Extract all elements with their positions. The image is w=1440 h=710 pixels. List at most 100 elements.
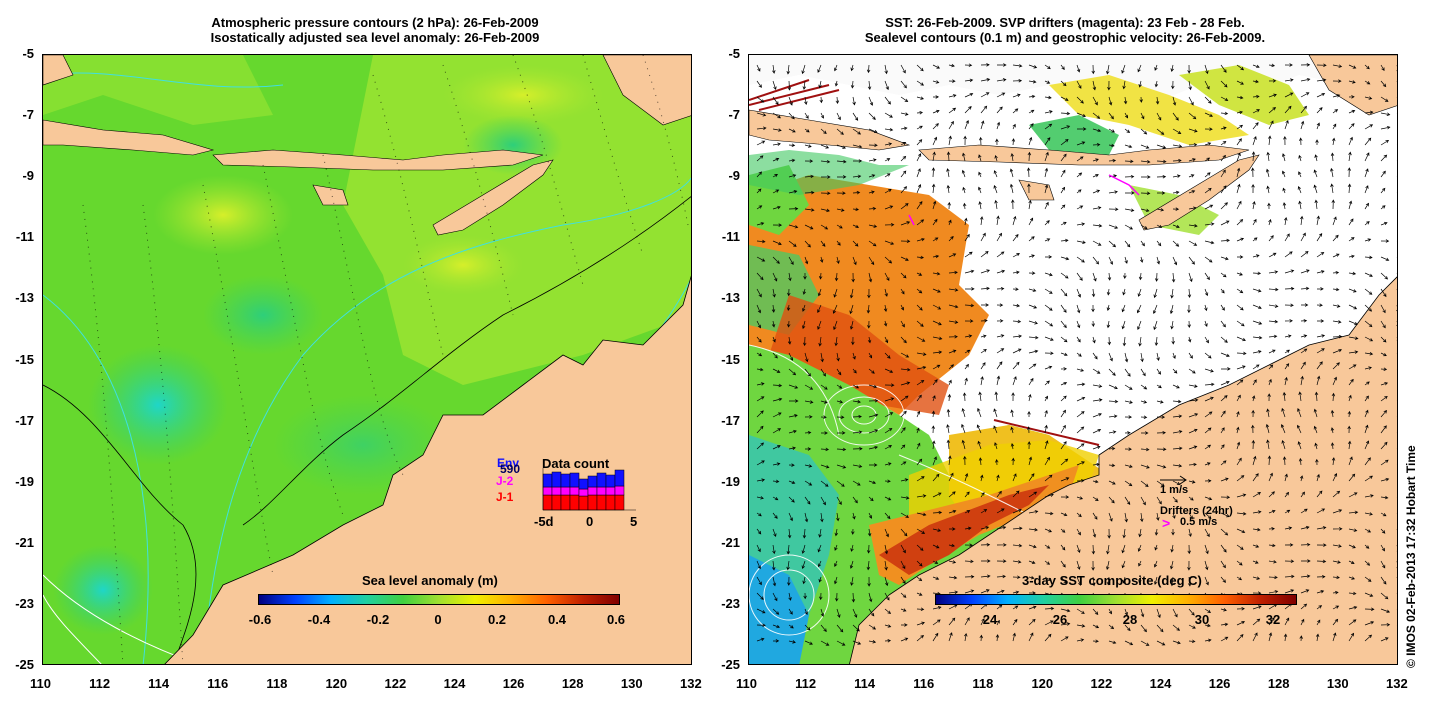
- velocity-arrow: [996, 559, 1007, 563]
- velocity-arrow: [1187, 576, 1192, 587]
- java-island: [43, 119, 215, 156]
- velocity-arrow: [1300, 92, 1310, 98]
- velocity-arrow: [788, 608, 793, 615]
- velocity-arrow: [1156, 240, 1162, 247]
- velocity-arrow: [1364, 544, 1370, 549]
- velocity-arrow: [756, 410, 764, 418]
- velocity-arrow: [1268, 527, 1275, 531]
- velocity-arrow: [948, 253, 957, 258]
- velocity-arrow: [1138, 80, 1142, 88]
- velocity-arrow: [1012, 508, 1022, 514]
- velocity-arrow: [756, 608, 766, 614]
- velocity-arrow: [804, 144, 812, 148]
- velocity-arrow: [818, 272, 823, 280]
- velocity-arrow: [1108, 640, 1117, 645]
- y-tick-label: -13: [721, 290, 740, 306]
- velocity-arrow: [993, 408, 998, 418]
- velocity-arrow: [884, 428, 893, 434]
- velocity-arrow: [1332, 348, 1343, 354]
- velocity-arrow: [1060, 608, 1071, 613]
- velocity-arrow: [884, 544, 889, 555]
- velocity-arrow: [1187, 320, 1191, 329]
- velocity-arrow: [1140, 112, 1145, 120]
- velocity-arrow: [994, 442, 998, 450]
- velocity-arrow: [787, 80, 792, 91]
- velocity-arrow: [964, 303, 975, 308]
- velocity-arrow: [1380, 560, 1386, 569]
- velocity-arrow: [1121, 64, 1126, 74]
- velocity-arrow: [1028, 575, 1035, 580]
- velocity-arrow: [1236, 620, 1246, 626]
- velocity-arrow: [850, 576, 854, 586]
- velocity-arrow: [1122, 288, 1126, 296]
- velocity-arrow: [1300, 525, 1310, 530]
- velocity-arrow: [1251, 167, 1255, 178]
- velocity-arrow: [1027, 410, 1031, 418]
- velocity-arrow: [817, 288, 822, 297]
- velocity-arrow: [1076, 512, 1082, 518]
- velocity-arrow: [932, 200, 937, 210]
- velocity-arrow: [804, 208, 815, 212]
- velocity-arrow: [964, 251, 973, 258]
- velocity-arrow: [1313, 184, 1318, 194]
- velocity-arrow: [1332, 605, 1340, 610]
- velocity-arrow: [961, 407, 966, 418]
- velocity-arrow: [916, 544, 924, 551]
- velocity-arrow: [1364, 576, 1372, 582]
- velocity-arrow: [1220, 320, 1226, 328]
- velocity-arrow: [1091, 304, 1095, 313]
- velocity-arrow: [820, 431, 828, 435]
- velocity-arrow: [852, 384, 860, 389]
- velocity-arrow: [900, 496, 910, 500]
- velocity-arrow: [1380, 96, 1389, 102]
- velocity-arrow: [1106, 544, 1110, 555]
- velocity-arrow: [1172, 128, 1182, 134]
- velocity-arrow: [1012, 319, 1022, 324]
- velocity-arrow: [852, 352, 856, 360]
- velocity-arrow: [756, 304, 761, 314]
- velocity-arrow: [1076, 496, 1084, 500]
- right-title-line1: SST: 26-Feb-2009. SVP drifters (magenta)…: [885, 15, 1245, 30]
- velocity-arrow: [804, 384, 814, 390]
- velocity-arrow: [1380, 239, 1390, 243]
- velocity-arrow: [868, 640, 877, 644]
- velocity-arrow: [1171, 528, 1175, 536]
- velocity-arrow: [1315, 633, 1320, 642]
- velocity-arrow: [1316, 122, 1320, 130]
- velocity-arrow: [1010, 426, 1014, 434]
- velocity-arrow: [1137, 320, 1142, 331]
- sla-map-graphic: [43, 55, 691, 664]
- velocity-arrow: [1380, 256, 1390, 261]
- velocity-arrow: [1092, 608, 1099, 615]
- velocity-arrow: [1028, 544, 1037, 549]
- velocity-arrow: [996, 334, 1005, 338]
- right-title: SST: 26-Feb-2009. SVP drifters (magenta)…: [790, 15, 1340, 45]
- velocity-arrow: [756, 478, 766, 482]
- velocity-arrow: [772, 592, 778, 602]
- velocity-arrow: [884, 397, 895, 402]
- velocity-arrow: [916, 560, 923, 567]
- velocity-arrow: [788, 368, 797, 376]
- x-tick-label: 130: [620, 676, 643, 691]
- velocity-arrow: [1300, 574, 1311, 579]
- velocity-arrow: [1220, 352, 1230, 357]
- velocity-arrow: [916, 592, 923, 596]
- velocity-arrow: [1298, 391, 1302, 402]
- velocity-arrow: [1380, 64, 1385, 72]
- velocity-arrow: [1076, 80, 1082, 89]
- velocity-arrow: [1044, 474, 1053, 482]
- velocity-arrow: [1140, 240, 1145, 247]
- velocity-arrow: [820, 447, 830, 452]
- velocity-arrow: [1060, 560, 1066, 568]
- velocity-arrow: [1283, 633, 1288, 642]
- legend-j2: J-2: [496, 474, 514, 488]
- velocity-arrow: [932, 271, 941, 276]
- velocity-arrow: [832, 304, 838, 314]
- velocity-arrow: [772, 96, 779, 105]
- velocity-arrow: [1204, 64, 1209, 75]
- velocity-arrow: [1252, 576, 1261, 580]
- velocity-arrow: [1348, 109, 1356, 114]
- velocity-arrow: [1092, 128, 1102, 133]
- velocity-arrow: [1252, 492, 1262, 498]
- velocity-arrow: [900, 461, 907, 466]
